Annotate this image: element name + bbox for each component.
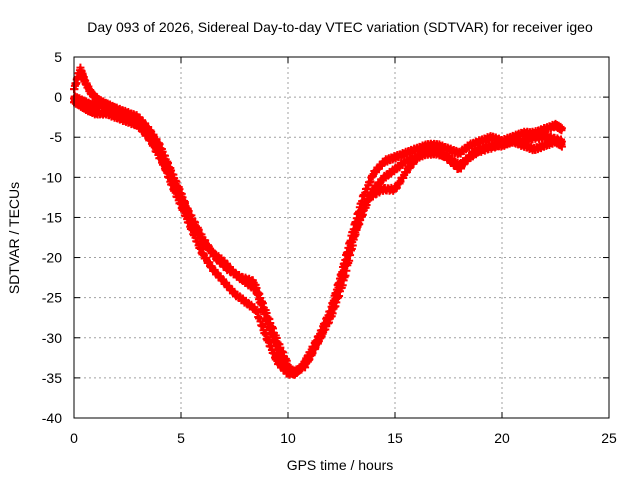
y-tick-label: -15 bbox=[42, 209, 62, 225]
x-tick-label: 10 bbox=[280, 430, 296, 446]
y-tick-label: -20 bbox=[42, 250, 62, 266]
y-tick-label: -25 bbox=[42, 290, 62, 306]
x-axis-label: GPS time / hours bbox=[287, 457, 394, 473]
y-tick-label: -10 bbox=[42, 169, 62, 185]
y-tick-label: 5 bbox=[54, 49, 62, 65]
data-point-marker bbox=[557, 137, 566, 146]
x-tick-label: 15 bbox=[387, 430, 403, 446]
series-track-3 bbox=[70, 92, 566, 378]
y-tick-label: -30 bbox=[42, 330, 62, 346]
y-tick-label: -40 bbox=[42, 410, 62, 426]
x-tick-label: 0 bbox=[70, 430, 78, 446]
grid-lines bbox=[73, 56, 610, 419]
x-tick-label: 20 bbox=[494, 430, 510, 446]
data-point-marker bbox=[557, 124, 566, 133]
axis-ticks: 0 5 10 15 20 25 5 0 -5 -10 -15 -20 -25 -30 -35 -40 bbox=[42, 49, 617, 446]
y-tick-label: 0 bbox=[54, 89, 62, 105]
y-axis-label: SDTVAR / TECUs bbox=[6, 182, 22, 294]
x-tick-label: 5 bbox=[177, 430, 185, 446]
y-tick-label: -5 bbox=[50, 129, 63, 145]
chart-title: Day 093 of 2026, Sidereal Day-to-day VTE… bbox=[87, 19, 593, 35]
series-track-1 bbox=[70, 63, 566, 379]
series-layer bbox=[70, 63, 566, 379]
x-tick-label: 25 bbox=[601, 430, 617, 446]
plot-frame bbox=[73, 56, 610, 419]
y-tick-label: -35 bbox=[42, 370, 62, 386]
